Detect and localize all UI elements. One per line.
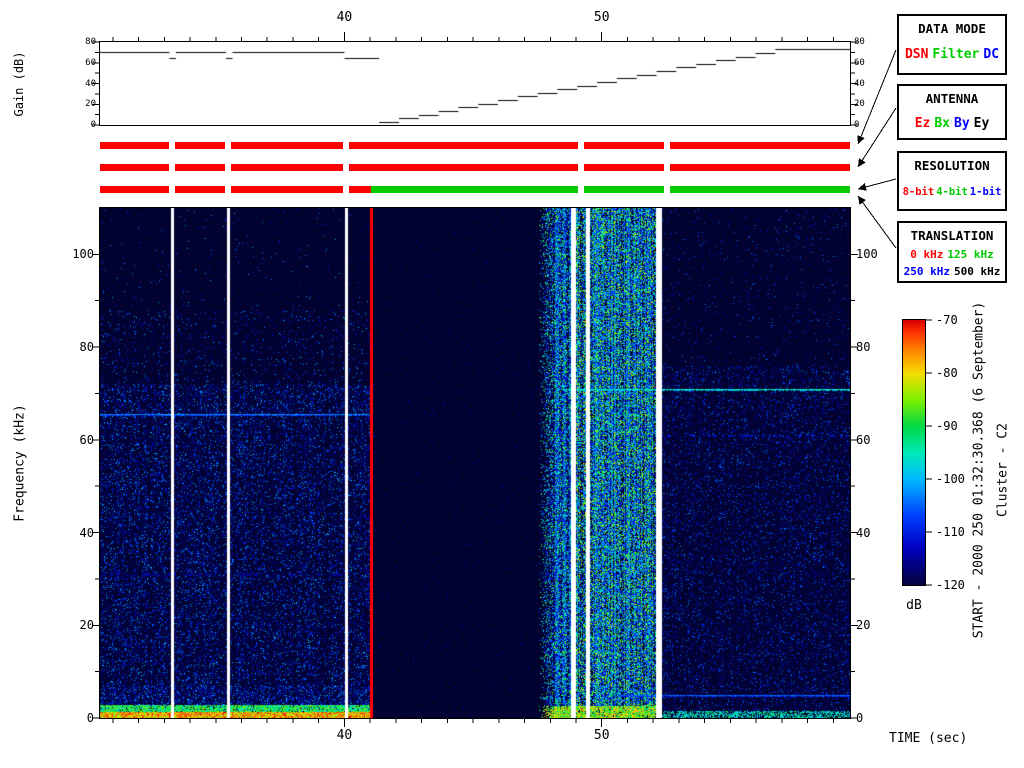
colorbar-tick-label: -90 [936, 419, 958, 433]
spectrogram-panel [99, 207, 851, 719]
legend-box-title: TRANSLATION [910, 228, 994, 243]
legend-item-0-khz: 0 kHz [910, 248, 944, 261]
gain-ytick-label: 20 [854, 99, 865, 110]
legend-box-items: 0 kHz 125 kHz 250 kHz 500 kHz [899, 247, 1005, 280]
legend-item-250-khz: 250 kHz [903, 264, 950, 278]
colorbar-tick-label: -80 [936, 366, 958, 380]
legend-item-4-bit: 4-bit [936, 186, 968, 198]
time-tick-label: 40 [336, 728, 353, 743]
freq-tick-label: 60 [856, 432, 871, 447]
gain-panel [99, 41, 851, 126]
status-bar-segment [583, 164, 664, 171]
legend-box-items: DSN Filter DC [899, 45, 1005, 65]
legend-item-ey: Ey [973, 116, 990, 131]
legend-box-items: 8-bit 4-bit 1-bit [899, 185, 1005, 201]
legend-box-antenna: ANTENNA Ez Bx By Ey [897, 84, 1007, 140]
gain-plot-canvas [100, 42, 850, 125]
colorbar-canvas [903, 320, 925, 585]
legend-box-items: Ez Bx By Ey [899, 114, 1005, 134]
status-bar-segment [669, 142, 850, 149]
status-bar-segment [349, 142, 578, 149]
legend-item-1-bit: 1-bit [969, 186, 1002, 198]
colorbar-unit-label: dB [906, 598, 922, 613]
colorbar-tick-label: -100 [936, 472, 965, 486]
status-bar-segment [669, 186, 850, 193]
legend-box-translation: TRANSLATION 0 kHz 125 kHz 250 kHz 500 kHz [897, 221, 1007, 283]
legend-item-filter: Filter [932, 47, 980, 62]
colorbar-tick-label: -120 [936, 578, 965, 592]
arrow-translation [857, 195, 897, 249]
status-bar-segment [175, 142, 226, 149]
legend-line: 8-bit 4-bit 1-bit [899, 185, 1005, 201]
status-bar-segment [100, 186, 170, 193]
colorbar-panel [902, 319, 926, 586]
legend-item-dc: DC [983, 47, 1000, 62]
freq-tick-label: 20 [79, 618, 94, 633]
freq-tick-label: 80 [79, 340, 94, 355]
legend-line: Ez Bx By Ey [899, 114, 1005, 134]
gain-y-axis-label: Gain (dB) [12, 51, 26, 117]
legend-item-bx: Bx [934, 116, 950, 131]
colorbar-tick-label: -110 [936, 525, 965, 539]
arrow-antenna [857, 107, 897, 168]
legend-item-500-khz: 500 kHz [954, 264, 1001, 278]
colorbar-tick-label: -70 [936, 313, 958, 327]
legend-box-title: RESOLUTION [914, 158, 990, 173]
status-bar-segment [231, 164, 344, 171]
legend-item-8-bit: 8-bit [902, 186, 935, 198]
gain-ytick-label: 20 [85, 99, 96, 110]
legend-item-by: By [954, 116, 970, 131]
status-bar-segment [175, 186, 226, 193]
status-bar-segment [669, 164, 850, 171]
legend-box-title: ANTENNA [925, 91, 979, 106]
status-bar-segment [371, 186, 578, 193]
gain-ytick-label: 80 [85, 37, 96, 47]
status-bar-segment [349, 186, 372, 193]
frequency-y-axis-label: Frequency (kHz) [12, 404, 28, 522]
time-tick-label: 50 [593, 728, 610, 743]
status-bar-segment [231, 142, 344, 149]
status-bar-segment [100, 142, 170, 149]
status-bar-segment [231, 186, 344, 193]
gain-ytick-label: 0 [854, 120, 860, 130]
gain-ytick-label: 0 [90, 120, 96, 130]
status-bar-segment [175, 164, 226, 171]
gain-ytick-label: 80 [854, 37, 865, 47]
legend-line: 250 kHz 500 kHz [899, 264, 1005, 281]
gain-ytick-label: 40 [85, 78, 96, 89]
time-axis-label: TIME (sec) [889, 731, 968, 746]
gain-ytick-label: 40 [854, 78, 865, 89]
freq-tick-label: 40 [856, 525, 871, 540]
time-tick-label-top: 40 [336, 10, 353, 25]
legend-item-ez: Ez [914, 116, 931, 131]
freq-tick-label: 60 [79, 432, 94, 447]
status-bar-segment [583, 142, 664, 149]
legend-box-resolution: RESOLUTION 8-bit 4-bit 1-bit [897, 151, 1007, 211]
freq-tick-label: 0 [86, 711, 94, 725]
spacecraft-label: Cluster - C2 [995, 423, 1011, 517]
time-tick-label-top: 50 [593, 10, 610, 25]
freq-tick-label: 80 [856, 340, 871, 355]
legend-box-data-mode: DATA MODE DSN Filter DC [897, 14, 1007, 75]
legend-item-dsn: DSN [904, 47, 929, 62]
freq-tick-label: 100 [72, 247, 94, 262]
arrow-resolution [857, 178, 897, 191]
freq-tick-label: 0 [856, 711, 864, 725]
freq-tick-label: 20 [856, 618, 871, 633]
status-bar-segment [100, 164, 170, 171]
freq-tick-label: 100 [856, 247, 878, 262]
status-bar-segment [583, 186, 664, 193]
gain-ytick-label: 60 [854, 57, 865, 68]
status-bar-segment [349, 164, 578, 171]
legend-line: 0 kHz 125 kHz [899, 247, 1005, 264]
legend-item-125-khz: 125 kHz [947, 248, 994, 261]
gain-ytick-label: 60 [85, 57, 96, 68]
spectrogram-canvas [100, 208, 850, 718]
legend-line: DSN Filter DC [899, 45, 1005, 65]
freq-tick-label: 40 [79, 525, 94, 540]
legend-box-title: DATA MODE [918, 21, 986, 36]
